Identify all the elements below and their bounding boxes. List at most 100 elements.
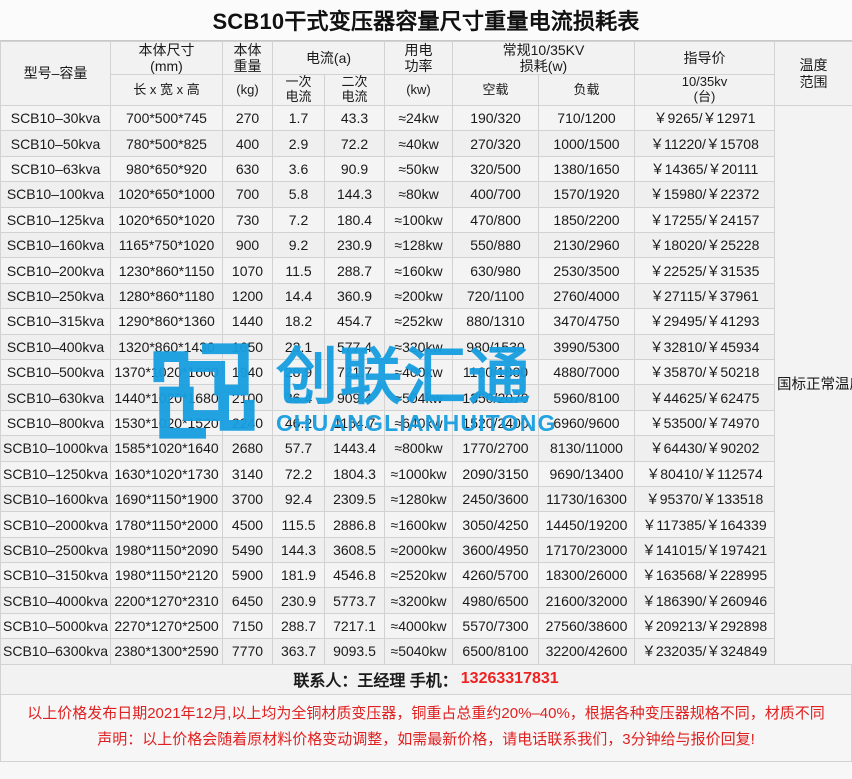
cell-price: ￥17255/￥24157 [634,206,775,234]
header-loss-label-1: 常规10/35KV [502,42,585,58]
cell-weight: 1070 [222,257,273,284]
cell-price: ￥163568/￥228995 [634,562,775,589]
cell-price: ￥117385/￥164339 [634,511,775,538]
header-current-primary: 一次 电流 [272,74,325,107]
cell-noload: 3050/4250 [452,511,539,538]
cell-model: SCB10–4000kva [0,587,111,614]
header-price-sub-1: 10/35kv [681,74,728,90]
cell-i2: 1804.3 [324,460,385,487]
table-row: SCB10–63kva 980*650*920 630 3.6 90.9 ≈50kw 320… [0,155,852,183]
cell-kw: ≈2000kw [384,536,453,564]
cell-load: 14450/19200 [538,511,635,538]
header-weight-label-2: 重量 [233,58,262,75]
header-weight-group: 本体 重量 [222,40,273,76]
cell-kw: ≈504kw [384,384,453,411]
cell-kw: ≈1000kw [384,460,453,487]
cell-kw: ≈3200kw [384,587,453,614]
cell-i1: 288.7 [272,612,325,640]
table-row: SCB10–125kva 1020*650*1020 730 7.2 180.4 ≈100… [0,206,852,234]
cell-weight: 3140 [222,460,273,487]
cell-i2: 9093.5 [324,638,385,665]
cell-model: SCB10–100kva [0,181,111,208]
table-row: SCB10–3150kva 1980*1150*2120 5900 181.9 4546… [0,562,852,589]
cell-model: SCB10–800kva [0,409,111,437]
cell-i2: 360.9 [324,282,385,310]
cell-kw: ≈160kw [384,257,453,284]
cell-i1: 28.9 [272,358,325,386]
table-row: SCB10–500kva 1370*1020*1600 1940 28.9 721.7 ≈… [0,358,852,386]
cell-i2: 43.3 [324,105,385,132]
cell-load: 8130/11000 [538,435,635,462]
cell-noload: 880/1310 [452,308,539,335]
table-row: SCB10–1250kva 1630*1020*1730 3140 72.2 1804.… [0,460,852,487]
header-power-label-2: 功率 [404,58,433,75]
cell-i2: 909.4 [324,384,385,411]
cell-noload: 550/880 [452,232,539,259]
cell-i2: 4546.8 [324,562,385,589]
cell-i2: 577.4 [324,333,385,360]
cell-i2: 1154.7 [324,409,385,437]
table-row: SCB10–6300kva 2380*1300*2590 7770 363.7 9093… [0,638,852,665]
header-loss-group: 常规10/35KV 损耗(w) [452,40,635,76]
cell-noload: 6500/8100 [452,638,539,665]
cell-i1: 18.2 [272,308,325,335]
cell-kw: ≈1600kw [384,511,453,538]
cell-dim: 2270*1270*2500 [110,612,223,640]
cell-load: 21600/32000 [538,587,635,614]
cell-dim: 1690*1150*1900 [110,485,223,513]
cell-load: 1380/1650 [538,155,635,183]
cell-model: SCB10–1600kva [0,485,111,513]
cell-weight: 700 [222,181,273,208]
header-price-sub-2: (台) [693,89,716,105]
cell-load: 5960/8100 [538,384,635,411]
cell-model: SCB10–200kva [0,257,111,284]
table-row: SCB10–5000kva 2270*1270*2500 7150 288.7 7217… [0,612,852,640]
cell-i1: 5.8 [272,181,325,208]
cell-price: ￥209213/￥292898 [634,612,775,640]
cell-price: ￥14365/￥20111 [634,155,775,183]
cell-i1: 1.7 [272,105,325,132]
cell-dim: 780*500*825 [110,130,223,157]
header-loss-load: 负载 [538,74,635,107]
header-loss-noload: 空载 [452,74,539,107]
notice-line-2: 声明：以上价格会随着原材料价格变动调整，如需最新价格，请电话联系我们，3分钟给与… [97,730,755,748]
table-row: SCB10–4000kva 2200*1270*2310 6450 230.9 5773… [0,587,852,614]
header-temp-label-2: 范围 [799,73,828,90]
cell-price: ￥44625/￥62475 [634,384,775,411]
cell-price: ￥64430/￥90202 [634,435,775,462]
header-model: 型号–容量 [0,40,111,107]
cell-model: SCB10–1250kva [0,460,111,487]
header-dimension-unit: (mm) [150,58,183,75]
table-row: SCB10–100kva 1020*650*1000 700 5.8 144.3 ≈80k… [0,181,852,208]
table-row: SCB10–160kva 1165*750*1020 900 9.2 230.9 ≈128… [0,232,852,259]
cell-noload: 1160/1800 [452,358,539,386]
cell-dim: 1165*750*1020 [110,232,223,259]
cell-load: 2130/2960 [538,232,635,259]
cell-dim: 1370*1020*1600 [110,358,223,386]
cell-dim: 1980*1150*2120 [110,562,223,589]
cell-weight: 1940 [222,358,273,386]
cell-kw: ≈800kw [384,435,453,462]
cell-i1: 57.7 [272,435,325,462]
cell-price: ￥35870/￥50218 [634,358,775,386]
cell-price: ￥32810/￥45934 [634,333,775,360]
contact-phone[interactable]: 13263317831 [460,670,559,688]
cell-i2: 230.9 [324,232,385,259]
cell-dim: 1020*650*1020 [110,206,223,234]
cell-price: ￥27115/￥37961 [634,282,775,310]
cell-load: 9690/13400 [538,460,635,487]
cell-price: ￥95370/￥133518 [634,485,775,513]
cell-price: ￥53500/￥74970 [634,409,775,437]
cell-dim: 1020*650*1000 [110,181,223,208]
cell-weight: 3700 [222,485,273,513]
cell-model: SCB10–315kva [0,308,111,335]
cell-load: 11730/16300 [538,485,635,513]
cell-noload: 270/320 [452,130,539,157]
cell-load: 4880/7000 [538,358,635,386]
cell-noload: 3600/4950 [452,536,539,564]
contact-label: 联系人：王经理 手机： [293,673,458,691]
cell-weight: 7770 [222,638,273,665]
notice-block: 以上价格发布日期2021年12月,以上均为全铜材质变压器，铜重占总重约20%–4… [0,694,852,763]
cell-noload: 470/800 [452,206,539,234]
cell-noload: 630/980 [452,257,539,284]
